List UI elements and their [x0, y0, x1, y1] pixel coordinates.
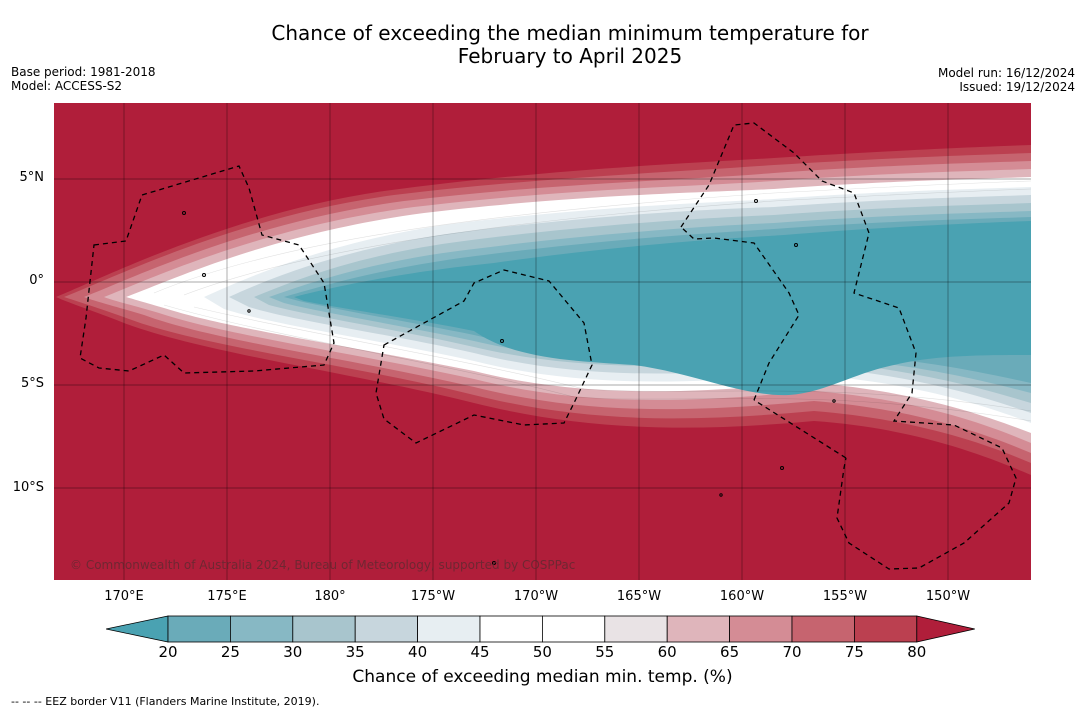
- map-credit: © Commonwealth of Australia 2024, Bureau…: [70, 558, 576, 572]
- colorbar-cell: [292, 615, 356, 643]
- islands: [182, 199, 836, 565]
- colorbar-cell: [167, 615, 231, 643]
- colorbar-cell: [791, 615, 855, 643]
- lon-label-155w: 155°W: [822, 589, 868, 604]
- colorbar-tick-label: 65: [720, 643, 740, 661]
- colorbar-cell: [541, 615, 606, 643]
- band-20: [294, 221, 1031, 396]
- lat-label-5n: 5°N: [19, 170, 45, 185]
- colorbar-cell: [417, 615, 481, 643]
- colorbar-tick-label: 40: [408, 643, 428, 661]
- colorbar-tick-label: 70: [782, 643, 802, 661]
- map-panel: [54, 103, 1031, 580]
- lon-label-160w: 160°W: [719, 589, 765, 604]
- lon-label-175w: 175°W: [410, 589, 456, 604]
- colorbar-cell: [729, 615, 793, 643]
- title-line-2: February to April 2025: [457, 44, 683, 68]
- map-svg: [54, 103, 1031, 580]
- colorbar: [106, 615, 975, 643]
- colorbar-tick-label: 45: [470, 643, 490, 661]
- meta-left: Base period: 1981-2018 Model: ACCESS-S2: [11, 65, 156, 93]
- colorbar-tick-label: 75: [844, 643, 864, 661]
- colorbar-extend-high: [916, 615, 975, 643]
- colorbar-tick-label: 50: [532, 643, 552, 661]
- lon-label-150w: 150°W: [925, 589, 971, 604]
- lon-label-175e: 175°E: [207, 589, 247, 604]
- colorbar-cell: [354, 615, 418, 643]
- eez-borders: [79, 122, 1017, 570]
- lon-label-180: 180°: [314, 589, 346, 604]
- lat-label-10s: 10°S: [12, 480, 44, 495]
- chart-title: Chance of exceeding the median minimum t…: [0, 22, 1085, 68]
- colorbar-tick-label: 35: [345, 643, 365, 661]
- colorbar-tick-label: 25: [220, 643, 240, 661]
- colorbar-cell: [854, 615, 918, 643]
- lon-label-170e: 170°E: [104, 589, 144, 604]
- model-name: Model: ACCESS-S2: [11, 79, 123, 93]
- colorbar-extend-low: [106, 615, 169, 643]
- model-run: Model run: 16/12/2024: [937, 66, 1075, 80]
- base-period: Base period: 1981-2018: [11, 65, 156, 79]
- lat-label-5s: 5°S: [20, 376, 44, 391]
- eez-legend: -- -- -- EEZ border V11 (Flanders Marine…: [11, 695, 320, 708]
- colorbar-tick-label: 55: [595, 643, 615, 661]
- title-line-1: Chance of exceeding the median minimum t…: [271, 21, 869, 45]
- colorbar-cell: [604, 615, 668, 643]
- lon-label-165w: 165°W: [616, 589, 662, 604]
- colorbar-cells: [106, 615, 975, 643]
- colorbar-tick-label: 80: [907, 643, 927, 661]
- lat-label-0: 0°: [29, 273, 44, 288]
- lon-label-170w: 170°W: [513, 589, 559, 604]
- colorbar-tick-label: 20: [158, 643, 178, 661]
- colorbar-title: Chance of exceeding median min. temp. (%…: [352, 667, 733, 687]
- graticule: [54, 103, 1031, 580]
- colorbar-cell: [230, 615, 294, 643]
- contour-lines: [153, 180, 1031, 422]
- colorbar-tick-label: 60: [657, 643, 677, 661]
- colorbar-cell: [666, 615, 731, 643]
- colorbar-cell: [479, 615, 543, 643]
- meta-right: Model run: 16/12/2024 Issued: 19/12/2024: [938, 66, 1075, 94]
- colorbar-tick-label: 30: [283, 643, 303, 661]
- issued-date: Issued: 19/12/2024: [959, 80, 1075, 94]
